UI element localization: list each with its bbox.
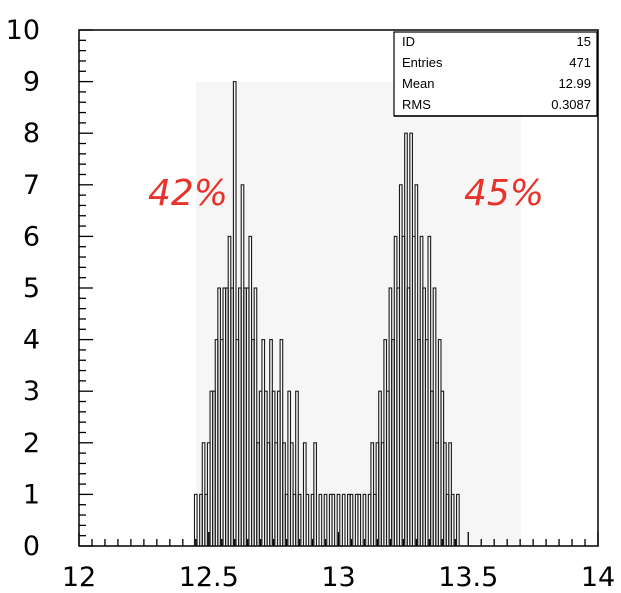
y-tick-label: 5 (23, 273, 40, 304)
x-tick-label: 12.5 (179, 562, 239, 593)
histogram-bar (193, 493, 198, 547)
y-tick-label: 7 (23, 170, 40, 201)
histogram-bar (341, 493, 346, 547)
y-tick-label: 2 (23, 428, 40, 459)
annotation-right-peak: 45% (464, 173, 544, 214)
stats-label-entries: Entries (402, 55, 443, 70)
stats-label-id: ID (402, 34, 415, 49)
histogram-bar (331, 493, 336, 547)
y-tick-label: 6 (23, 221, 40, 252)
y-tick-label: 8 (23, 118, 40, 149)
histogram-bar (318, 493, 323, 547)
x-tick-label: 13.5 (438, 562, 498, 593)
histogram-bar (456, 493, 460, 547)
y-tick-label: 1 (23, 479, 40, 510)
stats-box: ID 15 Entries 471 Mean 12.99 RMS 0.3087 (393, 31, 598, 117)
stats-value-rms: 0.3087 (551, 97, 591, 112)
histogram-bar (295, 390, 299, 547)
histogram-bar (432, 287, 437, 547)
x-tick-label: 12 (62, 562, 96, 593)
histogram-bar (253, 287, 258, 547)
stats-label-mean: Mean (402, 76, 435, 91)
annotation-left-peak: 42% (148, 173, 228, 214)
histogram-bar (357, 493, 362, 547)
stats-value-id: 15 (577, 34, 591, 49)
y-tick-label: 4 (23, 325, 40, 356)
histogram-bar (305, 493, 310, 547)
x-tick-label: 14 (581, 562, 615, 593)
stats-value-entries: 471 (569, 55, 591, 70)
y-tick-label: 9 (23, 67, 40, 98)
bars-group (193, 81, 460, 547)
x-tick-label: 13 (321, 562, 355, 593)
y-tick-label: 0 (23, 531, 40, 562)
y-tick-label: 3 (23, 376, 40, 407)
y-tick-label: 10 (6, 15, 40, 46)
background-shade (196, 82, 521, 544)
stats-box-frame (393, 31, 598, 117)
stats-value-mean: 12.99 (558, 76, 591, 91)
stats-label-rms: RMS (402, 97, 431, 112)
histogram-bar (450, 493, 455, 547)
axes-group (78, 29, 599, 547)
histogram-bar (313, 442, 318, 547)
